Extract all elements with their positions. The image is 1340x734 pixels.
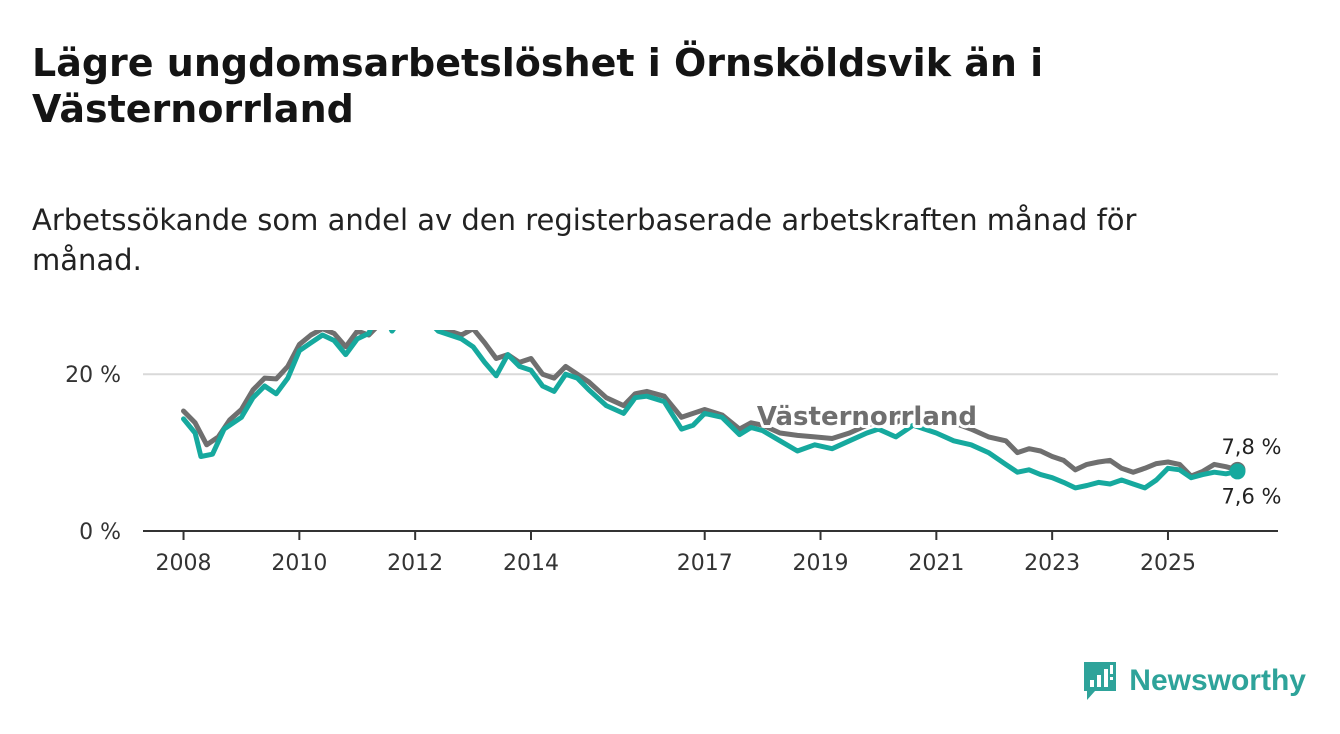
end-value-label: 7,6 % (1221, 484, 1281, 508)
chart-subtitle: Arbetssökande som andel av den registerb… (32, 203, 1137, 277)
x-tick-label: 2021 (908, 551, 964, 576)
x-tick-label: 2025 (1140, 551, 1196, 576)
end-value-label: 7,8 % (1221, 435, 1281, 459)
x-tick-label: 2014 (503, 551, 559, 576)
y-tick-label: 20 % (65, 363, 121, 388)
x-tick-label: 2008 (156, 551, 212, 576)
x-tick-label: 2010 (271, 551, 327, 576)
brand-name: Newsworthy (1129, 664, 1306, 697)
end-point-ornskoldsvik (1229, 463, 1246, 480)
y-tick-label: 0 % (79, 520, 121, 545)
x-tick-label: 2012 (387, 551, 443, 576)
series-line-ornskoldsvik (181, 330, 1240, 491)
series-label-vasternorrland: Västernorrland (757, 402, 977, 432)
line-chart: 0 % 20 % 2008 2010 2012 2014 2017 2019 2021 2023 2… (65, 330, 1281, 576)
x-tick-label: 2023 (1024, 551, 1080, 576)
series-line-vasternorrland (181, 330, 1240, 479)
x-tick-label: 2019 (793, 551, 849, 576)
bar-chart-logo-icon (1084, 662, 1117, 700)
x-tick-label: 2017 (677, 551, 733, 576)
newsworthy-logo: Newsworthy (1081, 660, 1306, 702)
chart-title: Lägre ungdomsarbetslöshet i Örnsköldsvik… (32, 41, 1044, 131)
